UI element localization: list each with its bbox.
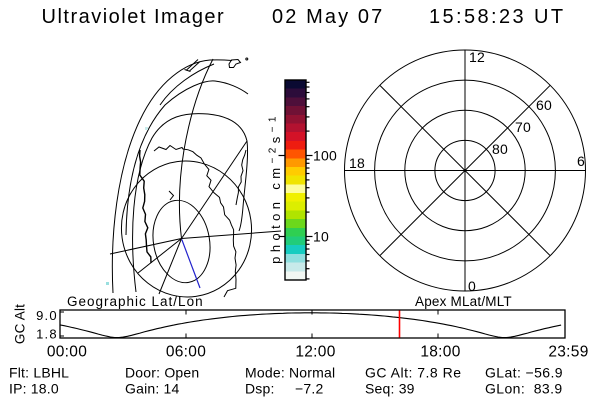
svg-text:Dsp: −7.2: Dsp: −7.2 <box>245 381 323 397</box>
svg-text:1.8: 1.8 <box>36 327 58 342</box>
svg-text:0: 0 <box>468 278 476 294</box>
svg-text:12:00: 12:00 <box>295 344 335 361</box>
svg-text:Geographic Lat/Lon: Geographic Lat/Lon <box>67 294 204 309</box>
svg-text:IP: 18.0: IP: 18.0 <box>9 381 59 397</box>
svg-text:23:59: 23:59 <box>548 344 588 361</box>
svg-text:15:58:23 UT: 15:58:23 UT <box>429 6 565 28</box>
svg-text:Mode: Normal: Mode: Normal <box>245 365 335 381</box>
svg-text:Apex MLat/MLT: Apex MLat/MLT <box>415 294 512 309</box>
svg-text:GLon: 83.9: GLon: 83.9 <box>485 381 563 397</box>
svg-text:GC Alt: GC Alt <box>13 304 28 344</box>
svg-text:6: 6 <box>577 153 585 169</box>
svg-text:12: 12 <box>469 49 485 65</box>
svg-text:70: 70 <box>515 119 531 135</box>
svg-text:Seq: 39: Seq: 39 <box>365 381 415 397</box>
svg-text:Flt: LBHL: Flt: LBHL <box>9 365 69 381</box>
svg-text:02 May 07: 02 May 07 <box>272 6 384 28</box>
svg-text:80: 80 <box>492 141 508 157</box>
svg-text:photon cm−2s−1: photon cm−2s−1 <box>268 112 284 264</box>
svg-text:Gain: 14: Gain: 14 <box>125 381 180 397</box>
svg-text:Ultraviolet Imager: Ultraviolet Imager <box>42 6 226 28</box>
svg-text:Door: Open: Door: Open <box>125 365 199 381</box>
svg-text:00:00: 00:00 <box>47 344 87 361</box>
svg-text:10: 10 <box>313 229 329 245</box>
svg-text:GC Alt: 7.8 Re: GC Alt: 7.8 Re <box>365 365 461 381</box>
svg-text:60: 60 <box>536 97 552 113</box>
svg-text:9.0: 9.0 <box>36 308 58 323</box>
svg-text:06:00: 06:00 <box>166 344 206 361</box>
svg-text:18:00: 18:00 <box>420 344 460 361</box>
svg-text:GLat: −56.9: GLat: −56.9 <box>485 365 563 381</box>
svg-text:100: 100 <box>313 148 337 164</box>
svg-text:18: 18 <box>349 155 365 171</box>
